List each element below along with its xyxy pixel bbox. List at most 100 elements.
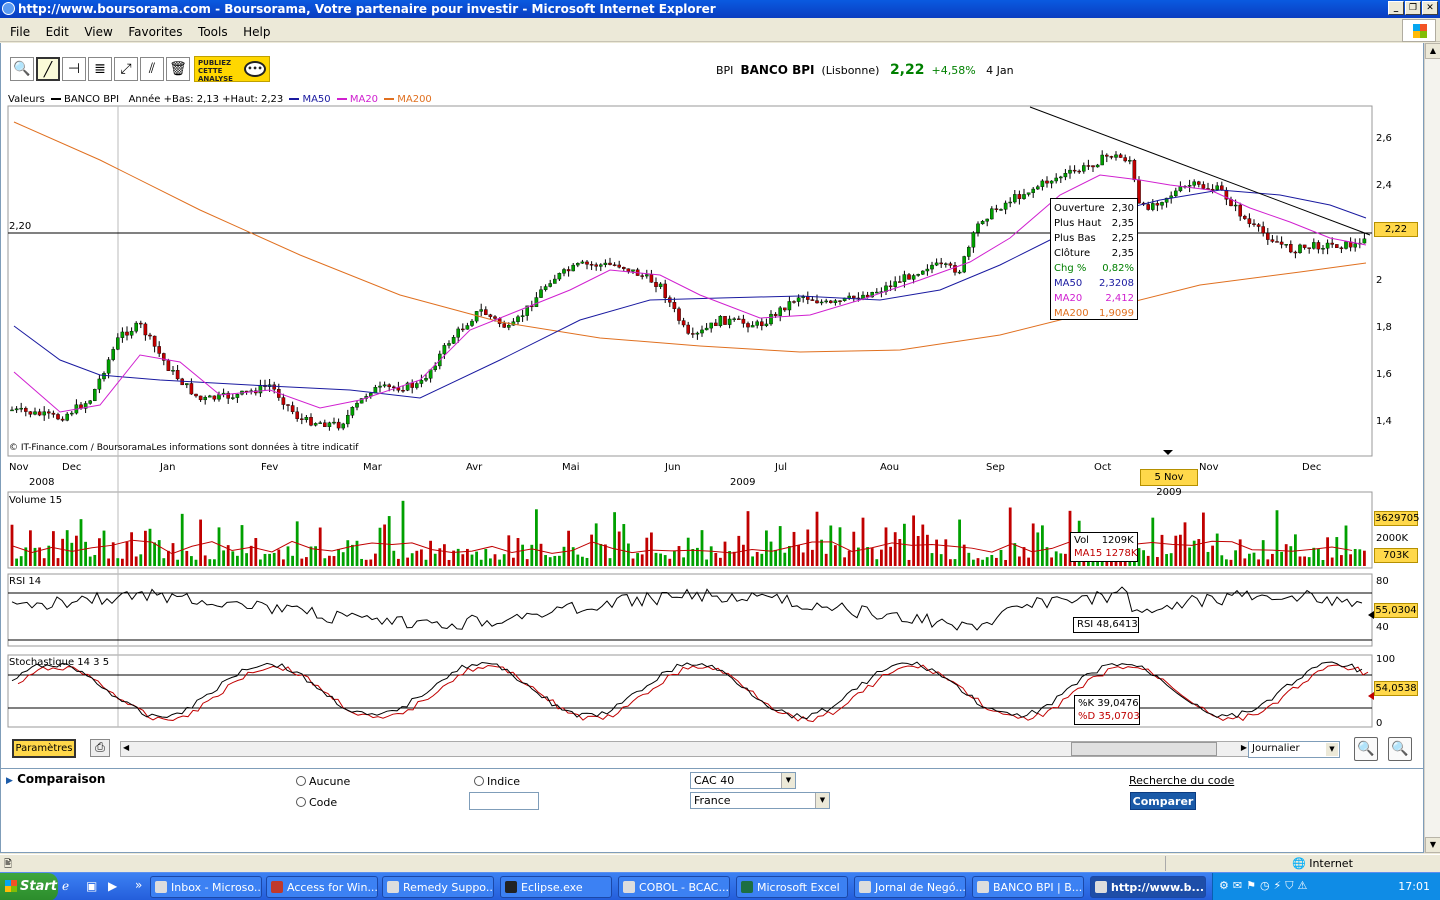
tray-icons[interactable]: ⚙✉⚑◷⚡⛉⚠ bbox=[1219, 879, 1312, 892]
tooltip-label: Chg % bbox=[1054, 263, 1087, 274]
menu-file[interactable]: File bbox=[10, 25, 31, 39]
candle-body bbox=[930, 264, 934, 270]
start-button[interactable]: Start bbox=[0, 873, 58, 900]
volume-bar bbox=[631, 558, 635, 566]
code-input[interactable] bbox=[469, 792, 539, 810]
quicklaunch-more-icon[interactable]: » bbox=[135, 878, 143, 892]
radio-aucune[interactable]: Aucune bbox=[296, 775, 350, 788]
candle-body bbox=[484, 309, 488, 315]
menu-edit[interactable]: Edit bbox=[45, 25, 69, 39]
chart-scroll-thumb[interactable] bbox=[1071, 742, 1217, 756]
search-code-link[interactable]: Recherche du code bbox=[1129, 774, 1235, 787]
volume-bar bbox=[949, 559, 952, 566]
menu-favorites[interactable]: Favorites bbox=[128, 25, 183, 39]
horizontal-line-tool-icon[interactable]: ⊣ bbox=[62, 57, 86, 81]
volume-bar bbox=[305, 557, 308, 566]
radio-indice[interactable]: Indice bbox=[474, 775, 520, 788]
volume-bar bbox=[493, 554, 497, 566]
rsi-tick-40: 40 bbox=[1376, 622, 1389, 633]
candle-body bbox=[594, 264, 598, 267]
expand-arrow-icon[interactable]: ▶ bbox=[6, 776, 13, 786]
internet-zone-label: Internet bbox=[1309, 857, 1353, 870]
radio-code-circle[interactable] bbox=[296, 797, 306, 807]
scroll-down-arrow-icon[interactable]: ▼ bbox=[1425, 837, 1440, 853]
radio-indice-circle[interactable] bbox=[474, 776, 484, 786]
candle-body bbox=[1072, 169, 1077, 172]
channel-tool-icon[interactable]: ⤢ bbox=[114, 57, 138, 81]
chevron-down-icon[interactable]: ▼ bbox=[1326, 743, 1338, 756]
candle-body bbox=[51, 412, 56, 415]
candle-body bbox=[709, 322, 713, 329]
country-select[interactable]: France ▼ bbox=[690, 792, 830, 809]
menu-help[interactable]: Help bbox=[243, 25, 271, 39]
quicklaunch-media-icon[interactable]: ▶ bbox=[108, 879, 118, 893]
x-month-sep: Sep bbox=[986, 462, 1005, 473]
candle-body bbox=[1321, 248, 1325, 250]
task-excel[interactable]: Microsoft Excel bbox=[736, 876, 848, 898]
zoom-out-icon[interactable]: 🔍 bbox=[1354, 737, 1378, 761]
comparison-header[interactable]: ▶ Comparaison bbox=[6, 772, 105, 786]
volume-bar bbox=[705, 559, 708, 566]
candle-body bbox=[815, 300, 819, 304]
volume-bar bbox=[337, 548, 340, 566]
magnify-icon[interactable]: 🔍 bbox=[10, 57, 34, 81]
task-jornal[interactable]: Jornal de Negó... bbox=[854, 876, 966, 898]
comparer-button[interactable]: Comparer bbox=[1130, 792, 1196, 810]
trendline-tool-icon[interactable]: ╱ bbox=[36, 57, 60, 81]
task-eclipse[interactable]: Eclipse.exe bbox=[500, 876, 612, 898]
scroll-left-arrow-icon[interactable]: ◀ bbox=[123, 743, 130, 752]
candle-body bbox=[175, 370, 180, 380]
publish-analysis-button[interactable]: PUBLIEZ CETTE ANALYSE ••• bbox=[194, 56, 270, 83]
candle-body bbox=[479, 309, 484, 312]
menu-view[interactable]: View bbox=[84, 25, 113, 39]
volume-bar bbox=[636, 553, 639, 566]
volume-bar bbox=[1059, 553, 1063, 566]
candle-body bbox=[1049, 180, 1054, 184]
quicklaunch-desktop-icon[interactable]: ▣ bbox=[86, 879, 98, 893]
scroll-right-arrow-icon[interactable]: ▶ bbox=[1240, 743, 1247, 752]
candle-body bbox=[1187, 185, 1192, 187]
task-cobol[interactable]: COBOL - BCAC... bbox=[618, 876, 730, 898]
candle-body bbox=[1270, 239, 1275, 242]
vertical-scrollbar[interactable]: ▲ ▼ bbox=[1424, 43, 1440, 853]
volume-bar bbox=[590, 534, 593, 566]
minimize-button[interactable]: _ bbox=[1388, 1, 1404, 15]
volume-bar bbox=[167, 550, 170, 566]
ie-page-icon bbox=[859, 881, 871, 893]
task-boursorama[interactable]: http://www.b... bbox=[1090, 876, 1206, 898]
stock-header: BPI BANCO BPI (Lisbonne) 2,22 +4,58% 4 J… bbox=[716, 62, 1014, 78]
volume-bar bbox=[61, 538, 64, 566]
tooltip-value: 0,82% bbox=[1102, 263, 1134, 274]
volume-bar bbox=[88, 556, 92, 566]
parallel-tool-icon[interactable]: ⫽ bbox=[140, 57, 164, 81]
chevron-down-icon[interactable]: ▼ bbox=[815, 793, 829, 808]
period-select[interactable]: Journalier ▼ bbox=[1248, 741, 1340, 758]
parametres-button[interactable]: Paramètres bbox=[12, 739, 76, 758]
volume-bar bbox=[401, 500, 405, 566]
maximize-button[interactable]: ❐ bbox=[1405, 1, 1421, 15]
trash-icon[interactable]: 🗑 bbox=[166, 57, 190, 81]
volume-bar bbox=[93, 554, 97, 566]
close-button[interactable]: ✕ bbox=[1422, 1, 1438, 15]
task-inbox[interactable]: Inbox - Microso... bbox=[150, 876, 262, 898]
quicklaunch-ie-icon[interactable]: ℯ bbox=[62, 879, 70, 893]
candle-body bbox=[824, 300, 828, 303]
menu-tools[interactable]: Tools bbox=[198, 25, 228, 39]
candle-body bbox=[957, 271, 962, 274]
task-remedy[interactable]: Remedy Suppo... bbox=[382, 876, 494, 898]
candle-body bbox=[783, 307, 787, 311]
volume-current-box: 703K bbox=[1374, 548, 1418, 563]
radio-code[interactable]: Code bbox=[296, 796, 337, 809]
candle-body bbox=[925, 268, 930, 272]
index-select[interactable]: CAC 40 ▼ bbox=[690, 772, 796, 789]
chevron-down-icon[interactable]: ▼ bbox=[781, 773, 795, 788]
task-bancobpi[interactable]: BANCO BPI | B... bbox=[972, 876, 1084, 898]
task-access[interactable]: Access for Win... bbox=[266, 876, 378, 898]
radio-aucune-circle[interactable] bbox=[296, 776, 306, 786]
zoom-in-icon[interactable]: 🔍 bbox=[1388, 737, 1412, 761]
chart-time-scrollbar[interactable]: ◀ ▶ bbox=[120, 741, 1250, 757]
fibonacci-tool-icon[interactable]: ≣ bbox=[88, 57, 112, 81]
scroll-up-arrow-icon[interactable]: ▲ bbox=[1425, 43, 1440, 59]
stock-chart[interactable] bbox=[0, 88, 1424, 738]
print-icon[interactable]: ⎙ bbox=[90, 739, 110, 757]
